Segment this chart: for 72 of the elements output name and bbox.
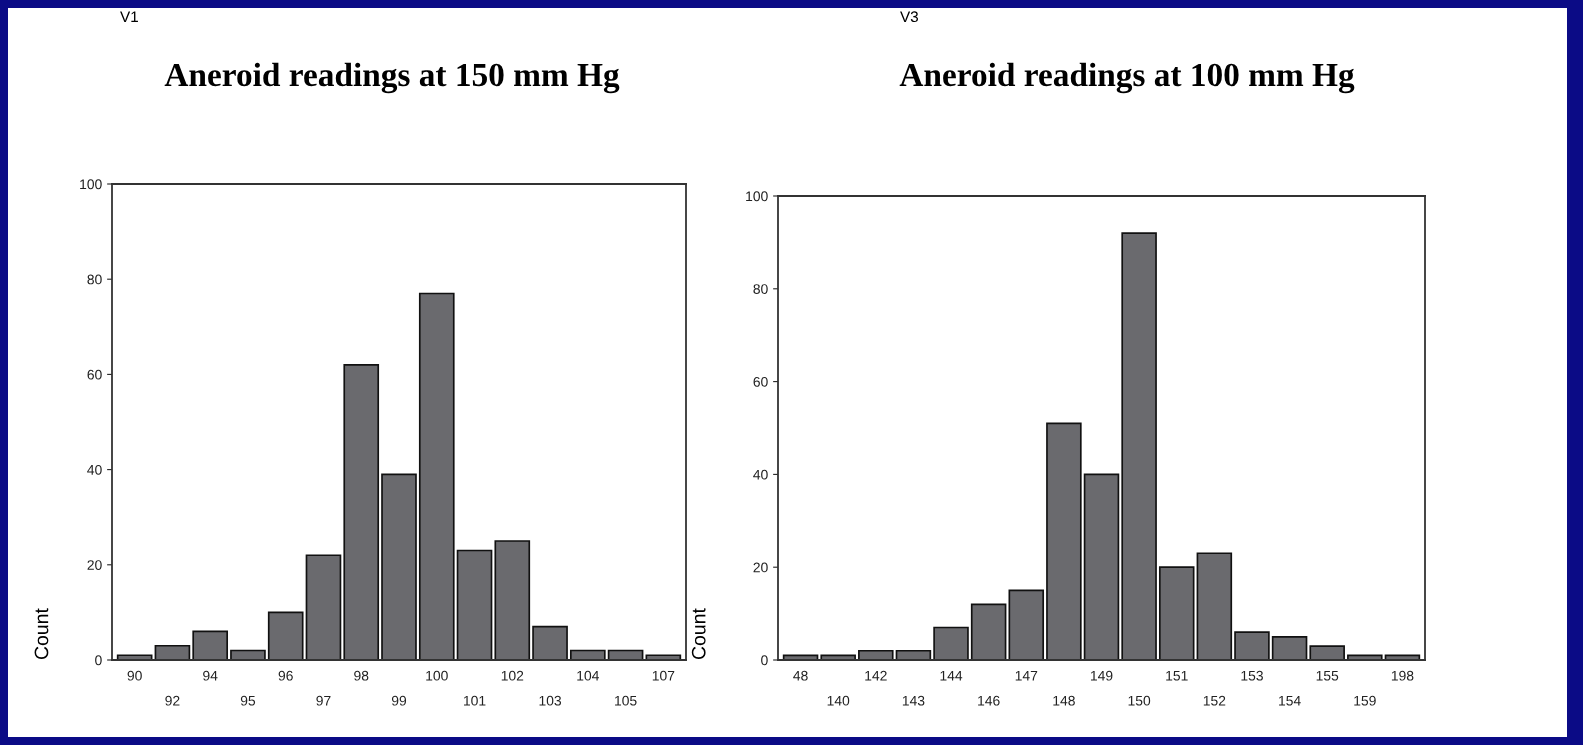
x-tick-label: 107 (652, 670, 675, 681)
y-tick-label: 100 (80, 179, 102, 190)
x-tick-label: 92 (165, 695, 180, 706)
bar (305, 554, 342, 660)
y-tick-label: 40 (753, 469, 768, 480)
bar (418, 292, 455, 660)
bar (192, 630, 229, 660)
y-tick-label: 100 (746, 191, 768, 202)
bar (1008, 589, 1045, 660)
y-tick-label: 80 (87, 274, 102, 285)
x-tick-label: 103 (539, 695, 562, 706)
x-tick-label: 149 (1090, 670, 1113, 681)
x-tick-label: 142 (865, 670, 887, 681)
bar (933, 626, 969, 660)
bar (1234, 631, 1270, 660)
bar (970, 603, 1007, 660)
text: V3 (900, 11, 919, 23)
x-tick-label: 98 (354, 670, 369, 681)
bar (267, 611, 304, 660)
bar (1046, 422, 1082, 660)
y-tick-label: 20 (753, 562, 768, 573)
x-tick-label: 95 (240, 695, 256, 706)
bar (1196, 552, 1233, 660)
x-tick-label: 90 (127, 670, 142, 681)
x-tick-label: 159 (1354, 695, 1376, 706)
x-tick-label: 104 (577, 670, 599, 681)
y-axis-title: Count (34, 608, 49, 660)
bar (1309, 645, 1345, 660)
bar (343, 364, 380, 660)
x-tick-label: 102 (501, 670, 524, 681)
bar (858, 649, 894, 660)
y-tick-label: 60 (87, 369, 102, 380)
y-axis-title: Count (691, 608, 706, 660)
bar (154, 644, 191, 660)
x-tick-label: 144 (940, 670, 963, 681)
x-tick-label: 96 (278, 670, 293, 681)
x-tick-label: 151 (1166, 670, 1188, 681)
x-tick-label: 148 (1053, 695, 1075, 706)
bar (1083, 473, 1120, 660)
x-tick-label: 146 (978, 695, 1000, 706)
x-tick-label: 150 (1128, 695, 1151, 706)
bar (1158, 566, 1195, 660)
x-tick-label: 143 (902, 695, 925, 706)
chart-title: Aneroid readings at 100 mm Hg (899, 62, 1355, 94)
x-tick-label: 48 (793, 670, 808, 681)
bar (494, 540, 531, 660)
y-tick-label: 40 (87, 464, 102, 475)
y-tick-label: 80 (753, 284, 768, 294)
y-tick-label: 20 (87, 560, 102, 570)
x-tick-label: 99 (391, 695, 407, 706)
x-tick-label: 97 (316, 695, 331, 706)
bar (1121, 232, 1157, 660)
chart-title: Aneroid readings at 150 mm Hg (164, 62, 620, 94)
x-tick-label: 155 (1316, 670, 1339, 681)
y-tick-label: 0 (95, 655, 102, 666)
x-tick-label: 147 (1015, 670, 1038, 681)
x-tick-label: 101 (464, 695, 486, 706)
x-tick-label: 105 (615, 695, 637, 706)
bar (532, 625, 568, 660)
bar (381, 473, 417, 660)
y-tick-label: 60 (753, 376, 768, 387)
text: V1 (120, 11, 138, 22)
y-tick-label: 0 (761, 655, 768, 666)
bar (456, 549, 493, 660)
bar (1271, 635, 1308, 660)
x-tick-label: 154 (1279, 695, 1301, 706)
x-tick-label: 100 (426, 670, 448, 681)
x-tick-label: 198 (1391, 670, 1414, 681)
x-tick-label: 152 (1203, 695, 1226, 706)
x-tick-label: 140 (827, 695, 850, 706)
x-tick-label: 94 (203, 670, 218, 681)
x-tick-label: 153 (1241, 670, 1263, 681)
